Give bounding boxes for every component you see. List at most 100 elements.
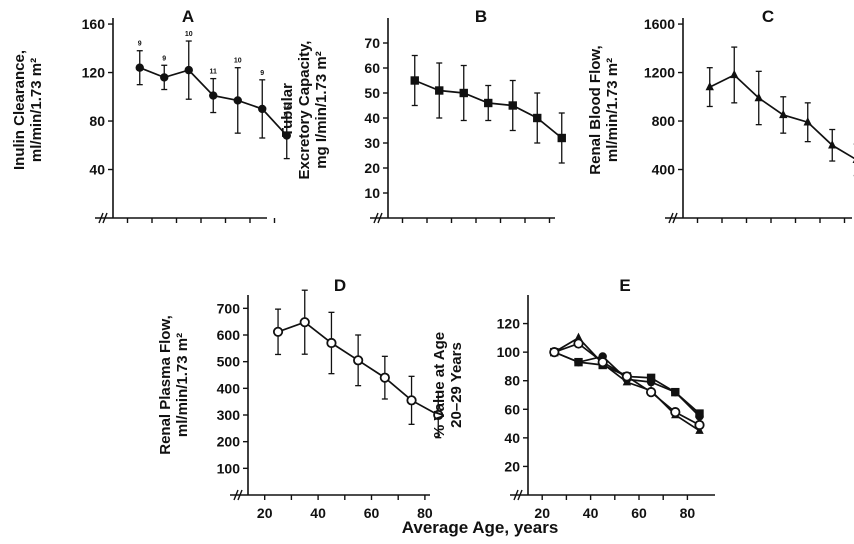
data-point xyxy=(484,98,493,108)
data-point xyxy=(282,131,291,140)
sample-size-label: 10 xyxy=(185,31,193,38)
data-point xyxy=(326,337,337,349)
data-point xyxy=(233,96,242,105)
y-tick-label: 80 xyxy=(504,373,520,389)
y-tick-label: 400 xyxy=(217,380,241,396)
data-point xyxy=(671,387,680,397)
y-tick-label: 30 xyxy=(364,135,380,151)
y-tick-label: 120 xyxy=(497,316,521,332)
y-axis-label: Inulin Clearance, xyxy=(11,50,28,170)
data-point xyxy=(803,117,812,126)
panel-title: B xyxy=(475,7,487,26)
x-tick-label: 40 xyxy=(310,505,326,521)
data-point xyxy=(258,104,267,114)
data-point xyxy=(410,76,419,85)
data-point xyxy=(670,407,681,418)
y-tick-label: 400 xyxy=(652,162,676,178)
x-tick-label: 80 xyxy=(680,505,696,521)
data-point xyxy=(646,373,656,383)
y-tick-label: 200 xyxy=(217,434,241,450)
y-axis-label: ml/min/1.73 m² xyxy=(604,58,621,162)
y-axis-label: 20–29 Years xyxy=(448,342,465,428)
y-tick-label: 10 xyxy=(364,185,380,201)
panel-title: C xyxy=(762,7,774,26)
data-point xyxy=(433,409,444,421)
x-tick-label: 60 xyxy=(364,505,380,521)
y-axis-label: Renal Plasma Flow, xyxy=(157,315,174,455)
sample-size-label: 12 xyxy=(283,103,291,110)
data-point xyxy=(379,372,390,383)
y-axis-label: mg I/min/1.73 m² xyxy=(313,51,330,169)
sample-size-label: 9 xyxy=(162,55,166,62)
data-point xyxy=(779,109,788,119)
y-tick-label: 50 xyxy=(364,85,380,101)
y-tick-label: 40 xyxy=(504,430,520,446)
data-point xyxy=(135,63,144,72)
y-tick-label: 1200 xyxy=(644,65,675,81)
y-tick-label: 20 xyxy=(364,160,380,176)
y-tick-label: 40 xyxy=(89,162,105,178)
y-axis-label: Tubular xyxy=(279,83,296,137)
x-tick-label: 80 xyxy=(417,505,433,521)
data-point xyxy=(694,419,705,431)
x-tick-label: 40 xyxy=(583,505,599,521)
y-tick-label: 60 xyxy=(364,60,380,76)
y-tick-label: 100 xyxy=(497,344,521,360)
data-point xyxy=(730,69,739,79)
data-point xyxy=(574,357,583,367)
y-axis-label: ml/min/1.73 m² xyxy=(174,333,191,437)
sample-size-label: 11 xyxy=(210,69,218,76)
y-tick-label: 100 xyxy=(217,460,241,476)
data-point xyxy=(272,326,284,337)
axis-break-mark xyxy=(373,212,379,224)
data-point xyxy=(353,355,364,366)
y-tick-label: 40 xyxy=(364,110,380,126)
y-tick-label: 500 xyxy=(217,354,241,370)
y-tick-label: 80 xyxy=(89,113,105,129)
axis-break-mark xyxy=(102,212,108,224)
data-point xyxy=(435,86,444,95)
y-tick-label: 800 xyxy=(652,113,676,129)
data-point xyxy=(508,101,517,110)
y-tick-label: 600 xyxy=(217,327,241,343)
data-point xyxy=(695,409,704,418)
data-point xyxy=(754,92,763,102)
axis-break-mark xyxy=(672,212,678,224)
y-axis-label: Excretory Capacity, xyxy=(296,41,313,180)
y-tick-label: 1600 xyxy=(644,16,675,32)
axis-break-mark xyxy=(513,489,519,501)
x-tick-label: 20 xyxy=(257,505,273,521)
axis-break-mark xyxy=(233,489,239,501)
data-point xyxy=(557,133,566,143)
y-axis-label: % Value at Age xyxy=(431,332,448,438)
x-tick-label: 20 xyxy=(534,505,550,521)
panel-e: 20 40 60 80 100 120 20 40 60 80 E % Value at Age 20–… xyxy=(431,276,715,521)
data-point xyxy=(621,371,633,382)
sample-size-label: 10 xyxy=(234,58,242,65)
data-point xyxy=(597,357,608,368)
data-point xyxy=(209,91,218,100)
x-axis-label: Average Age, years xyxy=(402,518,559,537)
data-point xyxy=(160,73,169,82)
axis-break-mark xyxy=(98,212,104,224)
panel-b: 10 20 30 40 50 60 70 B Tubular Excretory Capacity… xyxy=(279,7,566,224)
data-point xyxy=(459,88,468,98)
y-tick-label: 160 xyxy=(82,16,106,32)
panel-c: 400 800 1200 1600 C Renal Blood Flow, ml/min/1… xyxy=(587,7,854,224)
axis-break-mark xyxy=(517,489,523,501)
axis-break-mark xyxy=(377,212,383,224)
data-point xyxy=(549,347,560,358)
y-tick-label: 300 xyxy=(217,407,241,423)
y-tick-label: 70 xyxy=(364,35,380,51)
y-tick-label: 120 xyxy=(82,65,106,81)
data-point xyxy=(533,113,542,123)
data-point xyxy=(184,65,193,75)
x-tick-label: 60 xyxy=(631,505,647,521)
data-point xyxy=(299,317,310,328)
panel-title: A xyxy=(182,7,194,26)
y-axis-label: ml/min/1.73 m² xyxy=(28,58,45,162)
y-axis-label: Renal Blood Flow, xyxy=(587,45,604,174)
panel-title: E xyxy=(619,276,630,295)
data-point xyxy=(573,338,584,349)
